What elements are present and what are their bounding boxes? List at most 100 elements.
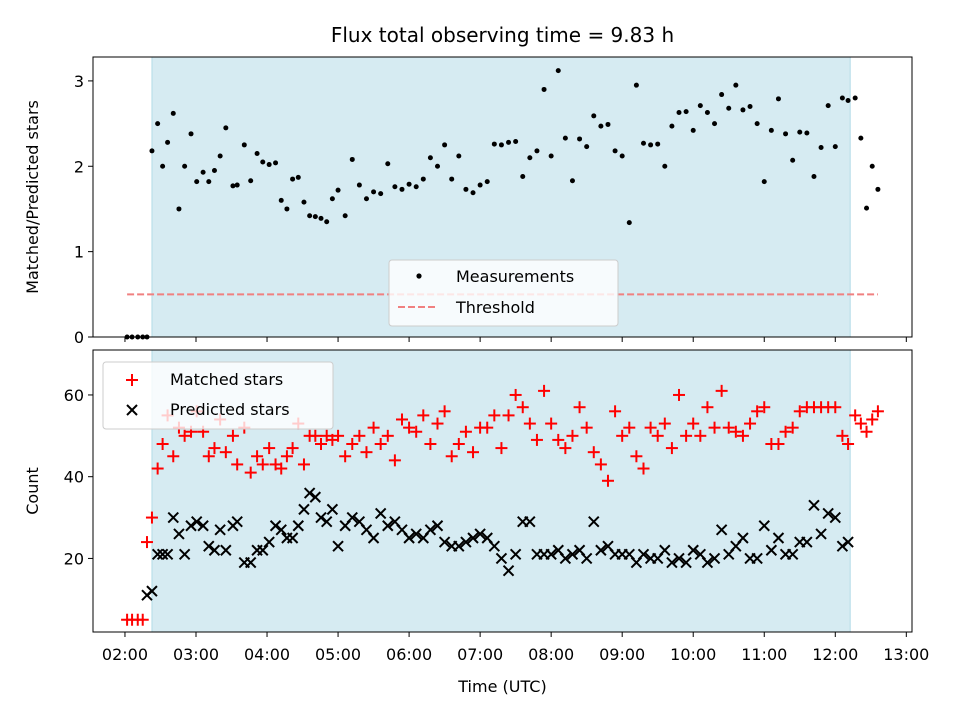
matched-star-point <box>630 450 643 463</box>
legend-measurements-marker <box>416 273 422 279</box>
predicted-star-point <box>190 515 203 528</box>
predicted-star-point <box>151 548 164 561</box>
matched-star-point <box>502 409 515 422</box>
matched-star-point <box>315 438 328 450</box>
predicted-star-point <box>315 511 327 524</box>
predicted-star-point <box>637 548 650 561</box>
measurement-point <box>555 68 561 74</box>
measurement-point <box>640 140 646 146</box>
measurement-point <box>356 182 362 188</box>
matched-star-point <box>665 442 678 455</box>
x-tick-label: 04:00 <box>244 645 290 664</box>
measurement-point <box>149 148 155 154</box>
matched-star-point <box>715 384 728 397</box>
measurement-point <box>385 161 391 167</box>
predicted-star-point <box>836 540 849 552</box>
measurement-point <box>541 86 547 92</box>
measurement-point <box>182 163 188 169</box>
matched-star-point <box>445 450 458 463</box>
predicted-star-point <box>374 507 387 520</box>
bottom-plot-frame <box>92 349 913 633</box>
legend-measurements-label: Measurements <box>456 267 574 286</box>
measurement-point <box>669 123 675 129</box>
matched-star-point <box>403 421 416 434</box>
measurement-point <box>260 159 266 165</box>
predicted-star-point <box>737 532 749 544</box>
matched-star-point <box>339 450 352 463</box>
measurement-point <box>747 104 753 110</box>
measurement-point <box>312 214 318 220</box>
measurement-point <box>612 148 618 154</box>
matched-star-point <box>580 421 593 434</box>
predicted-star-point <box>286 532 299 544</box>
predicted-star-point <box>588 515 600 528</box>
measurement-point <box>329 196 335 202</box>
measurement-point <box>170 110 176 116</box>
predicted-star-point <box>208 544 221 556</box>
chart-title: Flux total observing time = 9.83 h <box>331 23 674 47</box>
matched-star-point <box>694 429 707 442</box>
matched-star-point <box>219 446 232 459</box>
top-x-ticks <box>124 337 907 342</box>
matched-star-point <box>167 450 180 463</box>
matched-star-point <box>673 388 686 401</box>
predicted-star-point <box>346 511 358 524</box>
measurement-point <box>754 121 760 127</box>
measurement-point <box>598 123 604 129</box>
measurement-point <box>852 95 858 101</box>
matched-star-point <box>202 450 215 463</box>
matched-star-point <box>178 429 191 442</box>
measurement-point <box>662 163 668 169</box>
measurement-point <box>591 113 597 119</box>
predicted-star-point <box>559 552 572 565</box>
matched-star-point <box>573 401 586 414</box>
matched-star-point <box>275 462 288 475</box>
matched-star-point <box>410 425 423 438</box>
matched-star-point <box>779 425 792 438</box>
measurement-point <box>363 196 369 202</box>
matched-star-point <box>417 409 430 422</box>
predicted-star-point <box>292 520 304 532</box>
top-panel-marks <box>124 68 881 340</box>
matched-star-point <box>701 401 714 414</box>
matched-star-point <box>367 421 380 434</box>
measurement-point <box>768 127 774 133</box>
measurement-point <box>456 153 462 159</box>
measurement-point <box>406 181 412 187</box>
measurement-point <box>230 183 236 189</box>
top-y-ticks: 0 1 2 3 <box>74 72 93 347</box>
measurement-point <box>690 127 696 133</box>
measurement-point <box>194 179 200 185</box>
matched-star-point <box>346 438 359 450</box>
matched-star-point <box>609 405 622 418</box>
measurement-point <box>513 139 519 145</box>
measurement-point <box>605 121 611 127</box>
predicted-star-point <box>167 511 179 524</box>
predicted-star-point <box>502 564 515 577</box>
measurement-point <box>392 184 398 190</box>
x-tick-label: 13:00 <box>883 645 929 664</box>
matched-star-point <box>309 429 322 442</box>
matched-star-point <box>509 388 522 401</box>
predicted-star-point <box>453 540 465 552</box>
measurement-point <box>491 141 497 147</box>
predicted-star-point <box>545 548 557 561</box>
y-tick-label: 40 <box>64 468 84 487</box>
measurement-point <box>825 103 831 109</box>
measurement-point <box>206 179 212 185</box>
matched-star-point <box>751 405 764 418</box>
predicted-star-point <box>467 532 479 544</box>
measurement-point <box>155 121 161 127</box>
measurement-point <box>719 92 725 98</box>
measurement-point <box>284 206 290 212</box>
measurement-point <box>399 186 405 192</box>
measurement-point <box>577 136 583 142</box>
matched-star-point <box>530 433 543 446</box>
top-panel: 0 1 2 3 Matched/Predicted stars Measurement… <box>23 56 913 347</box>
measurement-point <box>811 174 817 180</box>
measurement-point <box>790 157 796 163</box>
measurement-point <box>797 129 803 135</box>
measurement-point <box>335 187 341 193</box>
predicted-star-point <box>758 520 770 532</box>
